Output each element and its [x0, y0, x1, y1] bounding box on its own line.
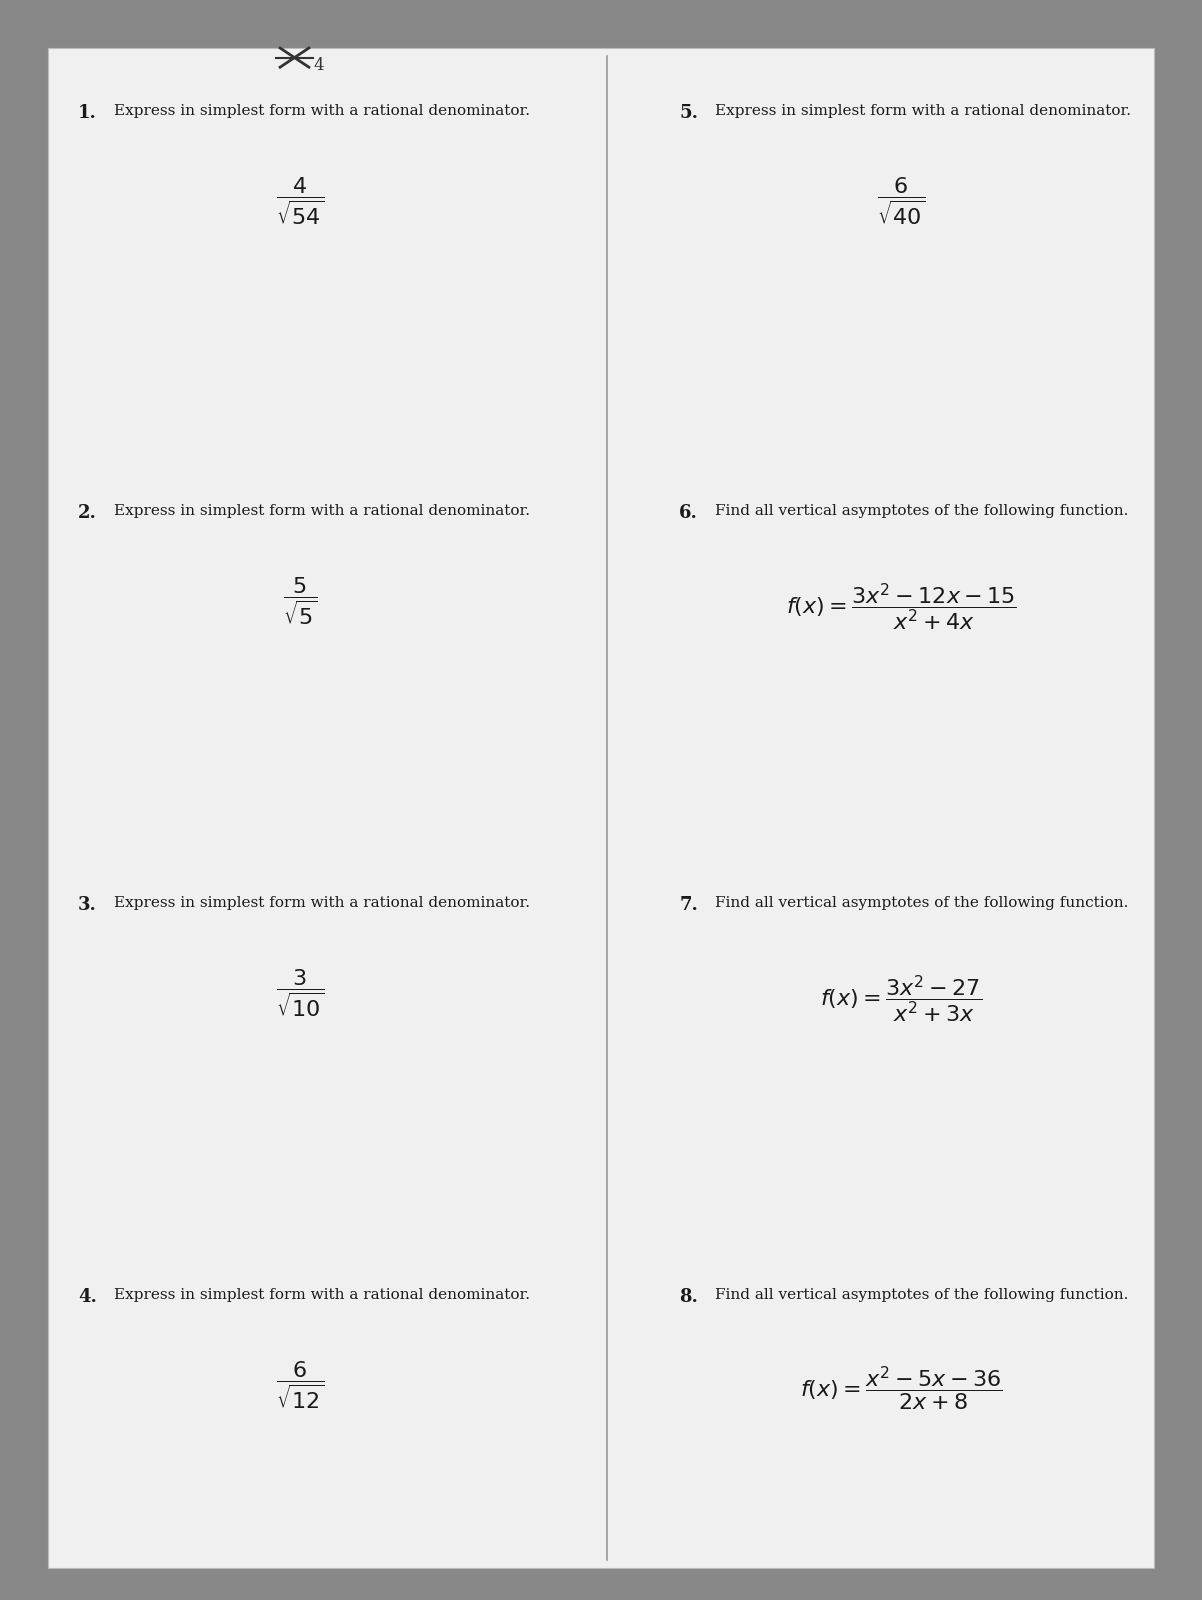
Text: $\dfrac{4}{\sqrt{54}}$: $\dfrac{4}{\sqrt{54}}$ [276, 176, 325, 227]
Text: 7.: 7. [679, 896, 698, 914]
Text: Express in simplest form with a rational denominator.: Express in simplest form with a rational… [114, 104, 530, 118]
Text: $f(x) = \dfrac{3x^2 - 12x - 15}{x^2 + 4x}$: $f(x) = \dfrac{3x^2 - 12x - 15}{x^2 + 4x… [786, 581, 1017, 632]
Text: Express in simplest form with a rational denominator.: Express in simplest form with a rational… [114, 504, 530, 518]
Text: Express in simplest form with a rational denominator.: Express in simplest form with a rational… [114, 896, 530, 910]
Text: Find all vertical asymptotes of the following function.: Find all vertical asymptotes of the foll… [715, 504, 1129, 518]
Text: $f(x) = \dfrac{x^2 - 5x - 36}{2x + 8}$: $f(x) = \dfrac{x^2 - 5x - 36}{2x + 8}$ [801, 1365, 1002, 1413]
Text: 6.: 6. [679, 504, 698, 522]
Text: $\dfrac{6}{\sqrt{40}}$: $\dfrac{6}{\sqrt{40}}$ [877, 176, 926, 227]
Text: 8.: 8. [679, 1288, 698, 1306]
Text: $\dfrac{5}{\sqrt{5}}$: $\dfrac{5}{\sqrt{5}}$ [284, 576, 317, 627]
Text: $f(x) = \dfrac{3x^2 - 27}{x^2 + 3x}$: $f(x) = \dfrac{3x^2 - 27}{x^2 + 3x}$ [821, 973, 982, 1024]
Text: $\dfrac{6}{\sqrt{12}}$: $\dfrac{6}{\sqrt{12}}$ [276, 1360, 325, 1411]
Text: Find all vertical asymptotes of the following function.: Find all vertical asymptotes of the foll… [715, 896, 1129, 910]
Text: 4: 4 [314, 58, 325, 74]
Text: Express in simplest form with a rational denominator.: Express in simplest form with a rational… [715, 104, 1131, 118]
Text: 3.: 3. [78, 896, 97, 914]
Text: Express in simplest form with a rational denominator.: Express in simplest form with a rational… [114, 1288, 530, 1302]
Text: 2.: 2. [78, 504, 97, 522]
Text: Find all vertical asymptotes of the following function.: Find all vertical asymptotes of the foll… [715, 1288, 1129, 1302]
Text: 4.: 4. [78, 1288, 97, 1306]
Text: 1.: 1. [78, 104, 97, 122]
Text: $\dfrac{3}{\sqrt{10}}$: $\dfrac{3}{\sqrt{10}}$ [276, 968, 325, 1019]
Text: 5.: 5. [679, 104, 698, 122]
